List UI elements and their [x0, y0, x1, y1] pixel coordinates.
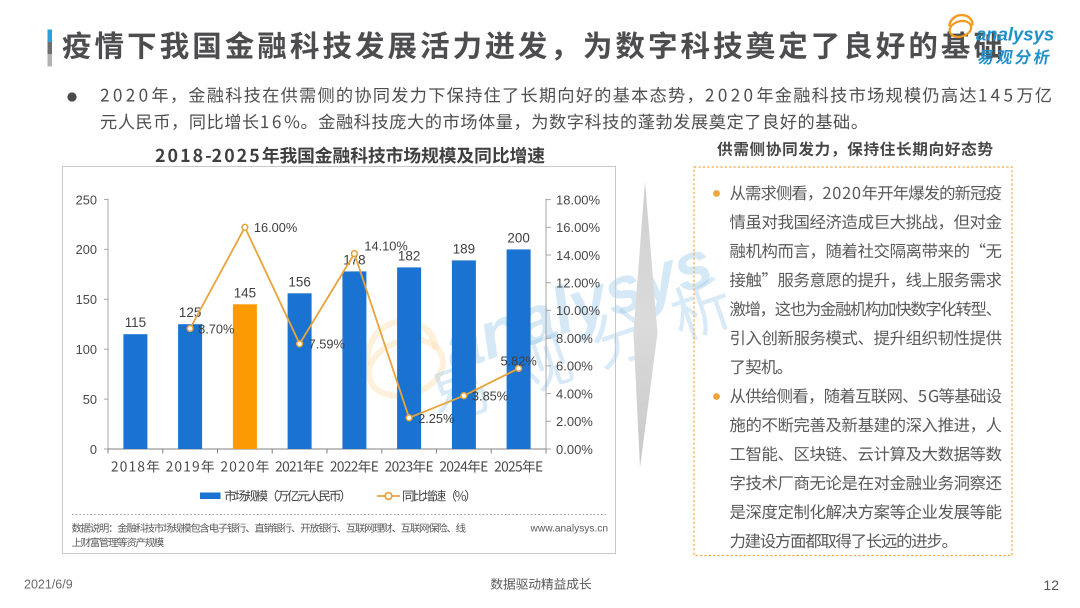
svg-text:analysys: analysys [976, 24, 1054, 45]
svg-text:150: 150 [76, 292, 97, 307]
svg-text:5.82%: 5.82% [500, 353, 536, 368]
svg-text:6.00%: 6.00% [556, 359, 593, 374]
svg-text:2.25%: 2.25% [418, 411, 454, 426]
svg-text:100: 100 [76, 342, 97, 357]
svg-text:115: 115 [125, 315, 146, 330]
svg-text:182: 182 [398, 248, 420, 263]
svg-text:12.00%: 12.00% [556, 276, 601, 291]
svg-text:200: 200 [76, 242, 97, 257]
svg-text:8.00%: 8.00% [556, 331, 593, 346]
svg-text:145: 145 [234, 285, 256, 300]
svg-text:www.analysys.cn: www.analysys.cn [530, 524, 609, 535]
svg-text:156: 156 [288, 274, 310, 289]
svg-text:14.00%: 14.00% [556, 248, 601, 263]
svg-text:2021/6/9: 2021/6/9 [24, 578, 73, 592]
svg-text:250: 250 [76, 192, 97, 207]
svg-text:4.00%: 4.00% [556, 386, 593, 401]
svg-text:8.70%: 8.70% [198, 321, 234, 336]
svg-text:0: 0 [90, 442, 97, 457]
svg-text:18.00%: 18.00% [556, 192, 601, 207]
svg-text:2.00%: 2.00% [556, 414, 593, 429]
svg-text:3.85%: 3.85% [472, 388, 508, 403]
svg-text:200: 200 [507, 230, 529, 245]
svg-text:10.00%: 10.00% [556, 303, 601, 318]
svg-text:7.59%: 7.59% [309, 337, 345, 352]
svg-text:50: 50 [83, 392, 97, 407]
svg-text:16.00%: 16.00% [556, 220, 601, 235]
svg-text:12: 12 [1043, 577, 1059, 593]
svg-text:14.10%: 14.10% [364, 238, 407, 253]
svg-text:189: 189 [453, 241, 475, 256]
svg-text:0.00%: 0.00% [556, 442, 593, 457]
svg-text:16.00%: 16.00% [254, 220, 297, 235]
